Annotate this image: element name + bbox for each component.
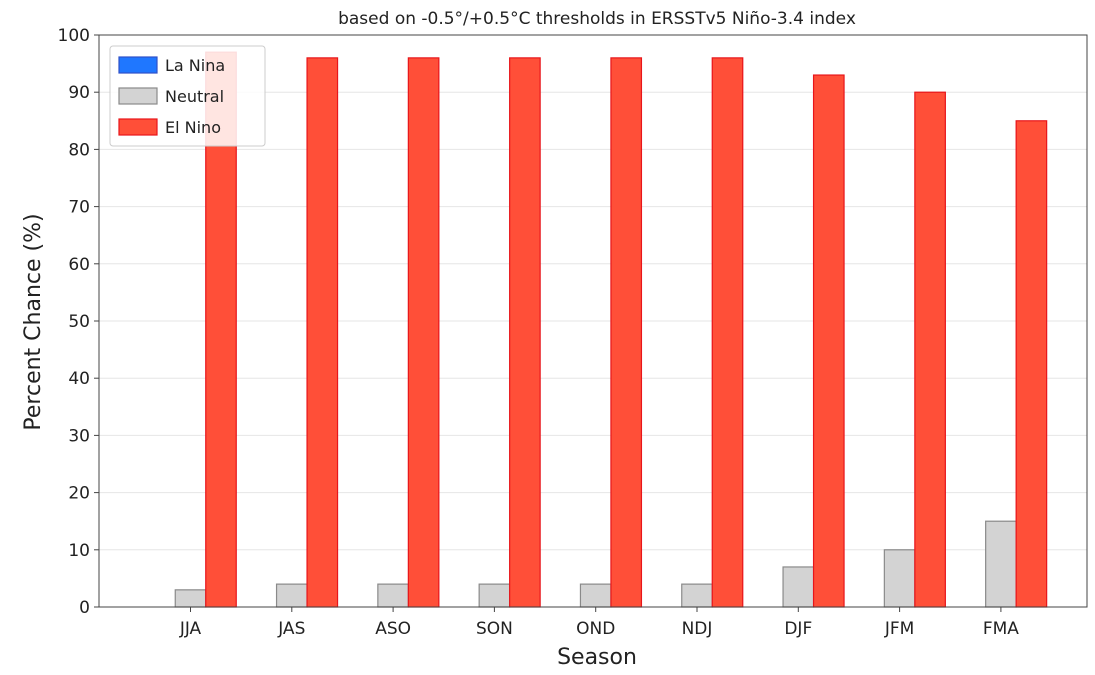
y-tick-label: 40 xyxy=(68,369,90,389)
x-tick-label: ASO xyxy=(375,619,411,639)
bar-el-nino-jas xyxy=(306,57,339,608)
x-tick-label: JAS xyxy=(277,619,305,639)
axes: JJA JAS ASO SON OND NDJ DJF JFM FMA 0 10 20 30 40 50 60… xyxy=(58,26,1088,639)
bar-el-nino-son xyxy=(509,57,541,608)
x-tick-label: JJA xyxy=(179,619,202,639)
bar-neutral-son xyxy=(478,583,511,608)
x-tick-label: DJF xyxy=(784,619,812,639)
x-tick-label: FMA xyxy=(983,619,1019,639)
y-tick-label: 30 xyxy=(68,426,90,446)
legend-swatch-neutral xyxy=(118,87,158,105)
bar-neutral-jas xyxy=(275,583,308,608)
y-tick-label: 20 xyxy=(68,484,90,504)
legend-swatch-la-nina xyxy=(118,56,158,74)
y-tick-label: 60 xyxy=(68,255,90,275)
y-tick-label: 10 xyxy=(68,541,90,561)
y-tick-label: 0 xyxy=(79,598,90,618)
bar-el-nino-ond xyxy=(610,57,643,608)
x-tick-label: NDJ xyxy=(682,619,713,639)
y-tick-label: 90 xyxy=(68,83,90,103)
bar-neutral-djf xyxy=(782,566,815,608)
y-axis-label: Percent Chance (%) xyxy=(21,213,46,430)
bar-neutral-fma xyxy=(985,520,1017,608)
x-tick-label: JFM xyxy=(884,619,914,639)
bar-neutral-jja xyxy=(174,589,207,608)
bar-el-nino-aso xyxy=(407,57,440,608)
chart-title: based on -0.5°/+0.5°C thresholds in ERSS… xyxy=(338,9,856,29)
bar-neutral-aso xyxy=(377,583,409,608)
legend: La Nina Neutral El Nino xyxy=(109,45,266,147)
y-tick-label: 50 xyxy=(68,312,90,332)
bar-el-nino-fma xyxy=(1015,120,1048,608)
legend-label: El Nino xyxy=(165,118,221,137)
plot-frame xyxy=(98,34,1088,608)
bar-neutral-ond xyxy=(579,583,612,608)
bar-neutral-ndj xyxy=(681,583,713,608)
bar-el-nino-jfm xyxy=(914,91,946,608)
gridlines xyxy=(99,91,1087,551)
bar-neutral-jfm xyxy=(883,549,916,608)
legend-label: La Nina xyxy=(165,56,225,75)
legend-swatch-el-nino xyxy=(118,118,158,136)
y-tick-label: 70 xyxy=(68,198,90,218)
y-tick-label: 80 xyxy=(68,140,90,160)
bars xyxy=(174,51,1048,608)
x-tick-label: OND xyxy=(576,619,615,639)
x-axis-label: Season xyxy=(557,645,637,670)
y-tick-label: 100 xyxy=(58,26,90,46)
legend-label: Neutral xyxy=(165,87,224,106)
bar-el-nino-ndj xyxy=(711,57,744,608)
bar-el-nino-djf xyxy=(812,74,845,608)
x-tick-label: SON xyxy=(476,619,513,639)
